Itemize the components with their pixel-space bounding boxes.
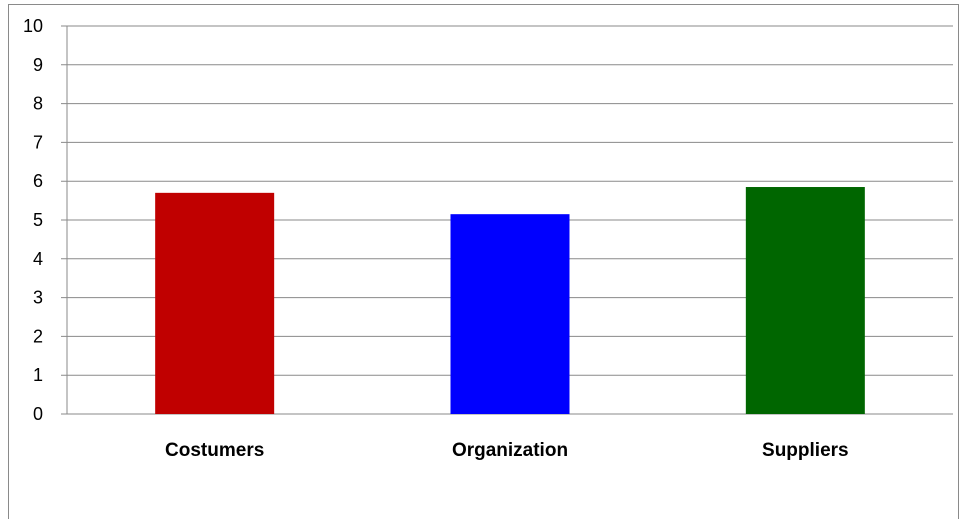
- bar-suppliers: [745, 187, 865, 414]
- y-tick-labels: 0 1 2 3 4 5 6 7 8 9 10: [23, 16, 43, 424]
- y-tick-label: 9: [33, 55, 43, 75]
- bar-costumers: [155, 192, 275, 414]
- chart-frame: [8, 4, 959, 519]
- y-tick-label: 7: [33, 132, 43, 152]
- y-tick-label: 2: [33, 326, 43, 346]
- x-category-label: Costumers: [165, 440, 264, 461]
- x-category-label: Organization: [452, 440, 568, 461]
- y-tick-label: 10: [23, 16, 43, 36]
- y-tick-label: 8: [33, 94, 43, 114]
- bar-organization: [450, 214, 570, 414]
- y-tick-label: 6: [33, 171, 43, 191]
- y-tick-label: 1: [33, 365, 43, 385]
- y-tick-label: 0: [33, 404, 43, 424]
- y-tick-label: 3: [33, 288, 43, 308]
- y-tick-label: 4: [33, 249, 43, 269]
- x-category-labels: Costumers Organization Suppliers: [165, 440, 849, 461]
- y-tick-label: 5: [33, 210, 43, 230]
- bars: [155, 187, 865, 414]
- x-category-label: Suppliers: [762, 440, 849, 461]
